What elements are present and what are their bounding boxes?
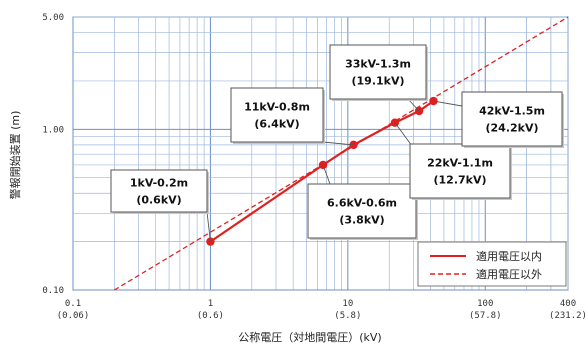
callout: 6.6kV-0.6m (3.8kV) — [307, 164, 418, 240]
callout-title: 11kV-0.8m — [244, 101, 310, 114]
y-tick-label: 0.10 — [42, 286, 64, 296]
callout-box — [110, 169, 208, 213]
callout: 42kV-1.5m (24.2kV) — [433, 91, 564, 148]
axis-ticks: 0.1 (0.06) 1 (0.6) 10 (5.8) 100 (57.8) 400 (231.2… — [42, 13, 587, 321]
data-point — [429, 96, 438, 106]
x-tick-sublabel: (5.8) — [334, 311, 361, 321]
x-tick-label: 1 — [208, 299, 213, 309]
x-tick-sublabel: (57.8) — [469, 311, 502, 321]
callout-subtitle: (19.1kV) — [351, 75, 404, 88]
callout-leader — [407, 98, 420, 112]
legend: 適用電圧以内 適用電圧以外 — [417, 241, 567, 287]
y-axis-label: 警報開始装置 (m) — [8, 111, 22, 200]
callout-box — [329, 44, 427, 100]
series-line-outside — [114, 16, 569, 291]
callout-leader — [322, 164, 331, 185]
callout-subtitle: (12.7kV) — [433, 174, 486, 187]
callout-subtitle: (24.2kV) — [485, 122, 538, 135]
y-tick-label: 5.00 — [42, 13, 64, 23]
callout-title: 1kV-0.2m — [130, 177, 188, 190]
x-tick-label: 100 — [477, 299, 493, 309]
callout-leader — [433, 100, 463, 107]
x-tick-sublabel: (0.06) — [57, 311, 90, 321]
callout-box — [409, 143, 511, 199]
callouts: 1kV-0.2m (0.6kV) 6.6kV-0.6m (3.8kV) 11kV-0.8… — [110, 44, 564, 242]
callout-leader — [322, 141, 354, 146]
callout: 11kV-0.8m (6.4kV) — [230, 87, 354, 146]
legend-box — [417, 241, 567, 287]
x-tick-label: 400 — [560, 299, 576, 309]
data-point — [318, 160, 328, 170]
y-tick-label: 1.00 — [42, 125, 64, 135]
x-tick-label: 10 — [342, 299, 353, 309]
callout-leader — [206, 211, 211, 242]
callout: 1kV-0.2m (0.6kV) — [110, 169, 211, 242]
callout-box — [230, 87, 324, 143]
x-axis-label: 公称電圧（対地間電圧）(kV) — [238, 330, 381, 344]
callout-subtitle: (0.6kV) — [136, 194, 181, 207]
x-tick-sublabel: (0.6) — [197, 311, 224, 321]
callout-title: 42kV-1.5m — [479, 105, 545, 118]
callout-box — [307, 183, 417, 239]
callout-title: 33kV-1.3m — [345, 58, 411, 71]
callout: 33kV-1.3m (19.1kV) — [329, 44, 428, 112]
x-tick-sublabel: (231.2) — [549, 311, 587, 321]
callout-title: 22kV-1.1m — [427, 157, 493, 170]
x-tick-label: 0.1 — [65, 299, 81, 309]
legend-label-dashed: 適用電圧以外 — [476, 267, 542, 281]
callout-box — [461, 91, 563, 147]
callout-subtitle: (3.8kV) — [339, 214, 384, 227]
legend-label-solid: 適用電圧以内 — [476, 249, 542, 263]
callout-title: 6.6kV-0.6m — [327, 197, 397, 210]
callout-subtitle: (6.4kV) — [254, 118, 299, 131]
callout: 22kV-1.1m (12.7kV) — [394, 122, 512, 200]
